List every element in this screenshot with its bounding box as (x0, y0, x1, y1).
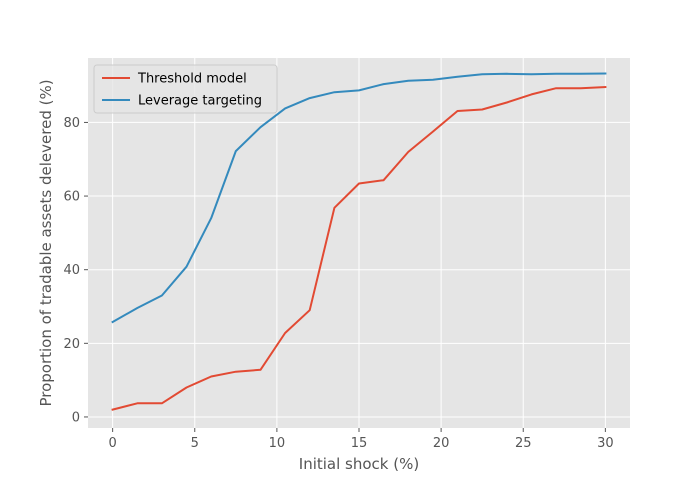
y-tick-label: 40 (63, 263, 80, 278)
y-tick-label: 0 (72, 410, 80, 425)
y-axis-label: Proportion of tradable assets delevered … (37, 79, 55, 406)
x-tick-label: 30 (597, 436, 614, 451)
legend-entry-label: Leverage targeting (138, 94, 262, 109)
y-tick-label: 80 (63, 116, 80, 131)
grid-lines (88, 58, 630, 428)
series-line-2 (111, 72, 607, 324)
x-tick-label: 20 (433, 436, 450, 451)
x-tick-label: 5 (191, 436, 199, 451)
x-axis-label: Initial shock (%) (299, 455, 419, 473)
legend-box (93, 64, 278, 114)
x-axis-ticks: 0 5 10 15 20 25 30 (108, 428, 614, 451)
x-tick-label: 15 (351, 436, 368, 451)
series-line-1 (111, 86, 607, 411)
x-tick-label: 10 (269, 436, 286, 451)
legend-entry-label: Threshold model (137, 72, 247, 87)
y-tick-label: 20 (63, 337, 80, 352)
y-axis-ticks: 0 20 40 60 80 (63, 116, 88, 425)
y-tick-label: 60 (63, 190, 80, 205)
legend: Threshold model Leverage targeting (93, 64, 278, 114)
x-tick-label: 25 (515, 436, 532, 451)
series-lines (111, 72, 607, 411)
x-tick-label: 0 (108, 436, 116, 451)
